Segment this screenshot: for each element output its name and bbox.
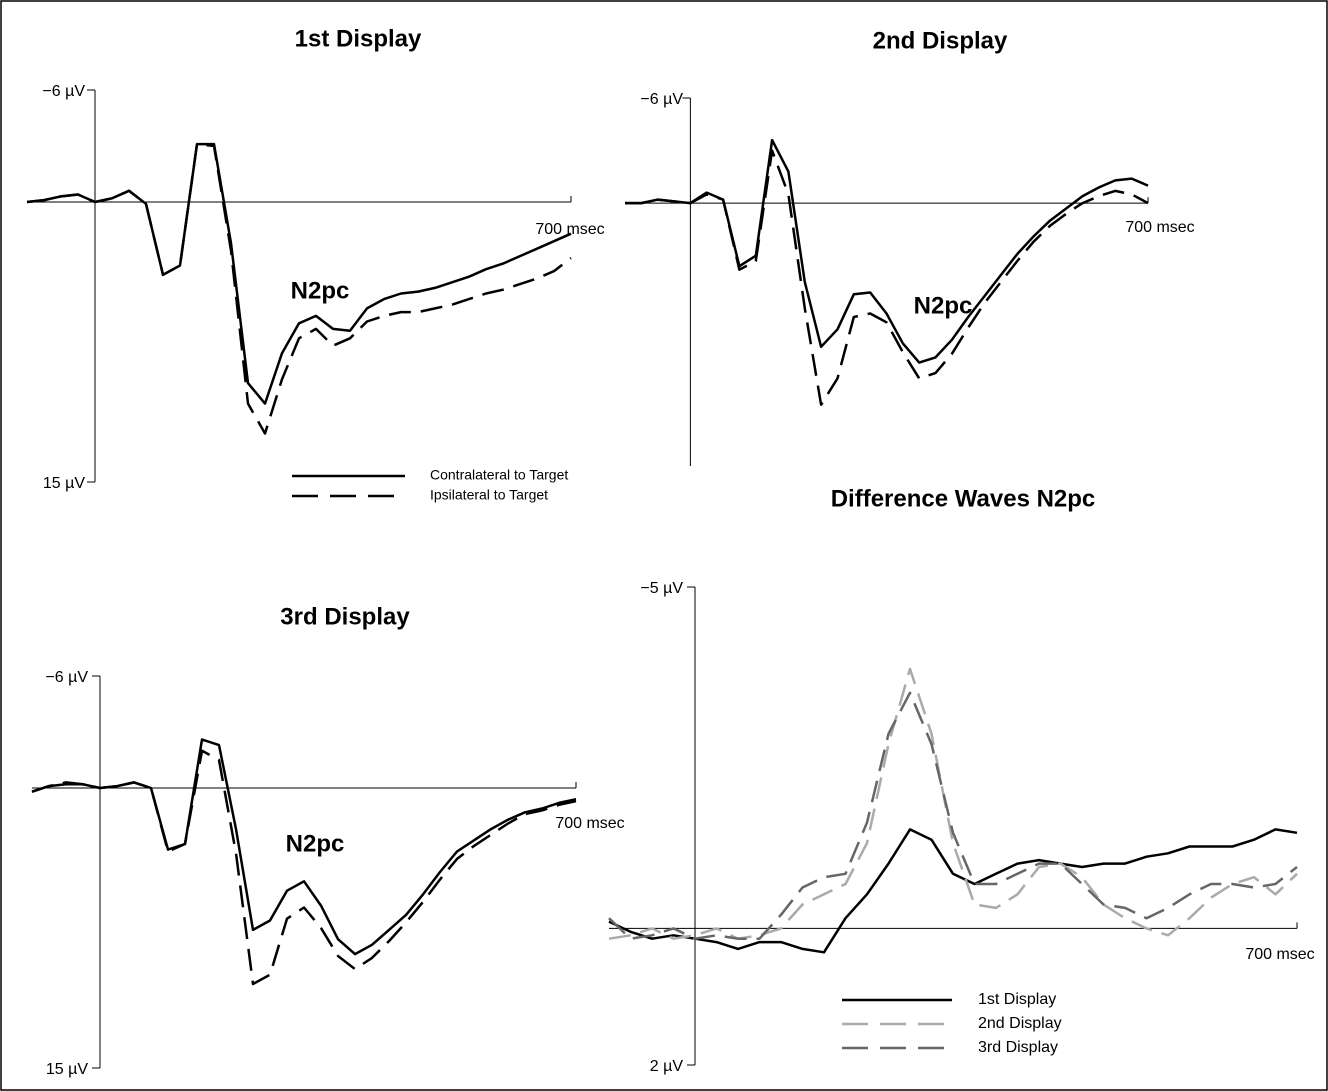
legend-label: 2nd Display: [978, 1015, 1062, 1032]
legend-label: Contralateral to Target: [430, 467, 568, 483]
y-tick-label: 2 µV: [650, 1058, 684, 1075]
wave-line: [608, 828, 1298, 954]
y-tick-label: −6 µV: [42, 83, 85, 100]
legend-label: Ipsilateral to Target: [430, 487, 548, 503]
wave-line: [26, 142, 572, 405]
x-tick-label: 700 msec: [555, 815, 624, 832]
y-tick-label: −5 µV: [640, 580, 683, 597]
wave-line: [608, 691, 1298, 940]
y-tick-label: 15 µV: [43, 475, 85, 492]
legend-label: 3rd Display: [978, 1039, 1058, 1056]
chart-title: 1st Display: [295, 25, 422, 52]
x-tick-label: 700 msec: [1125, 219, 1194, 236]
x-tick-label: 700 msec: [535, 221, 604, 238]
y-tick-label: −6 µV: [45, 669, 88, 686]
chart-title: 3rd Display: [280, 603, 410, 630]
chart-title: Difference Waves N2pc: [831, 485, 1096, 512]
x-tick-label: 700 msec: [1245, 946, 1314, 963]
chart-title: 2nd Display: [873, 27, 1008, 54]
wave-line: [625, 149, 1149, 406]
wave-line: [31, 749, 577, 986]
annotation: N2pc: [286, 830, 345, 857]
y-tick-label: −6 µV: [640, 91, 683, 108]
wave-line: [31, 738, 577, 956]
y-tick-label: 15 µV: [46, 1061, 88, 1078]
wave-line: [26, 142, 572, 435]
annotation: N2pc: [914, 292, 973, 319]
legend-label: 1st Display: [978, 991, 1056, 1008]
wave-line: [625, 138, 1149, 364]
annotation: N2pc: [291, 277, 350, 304]
